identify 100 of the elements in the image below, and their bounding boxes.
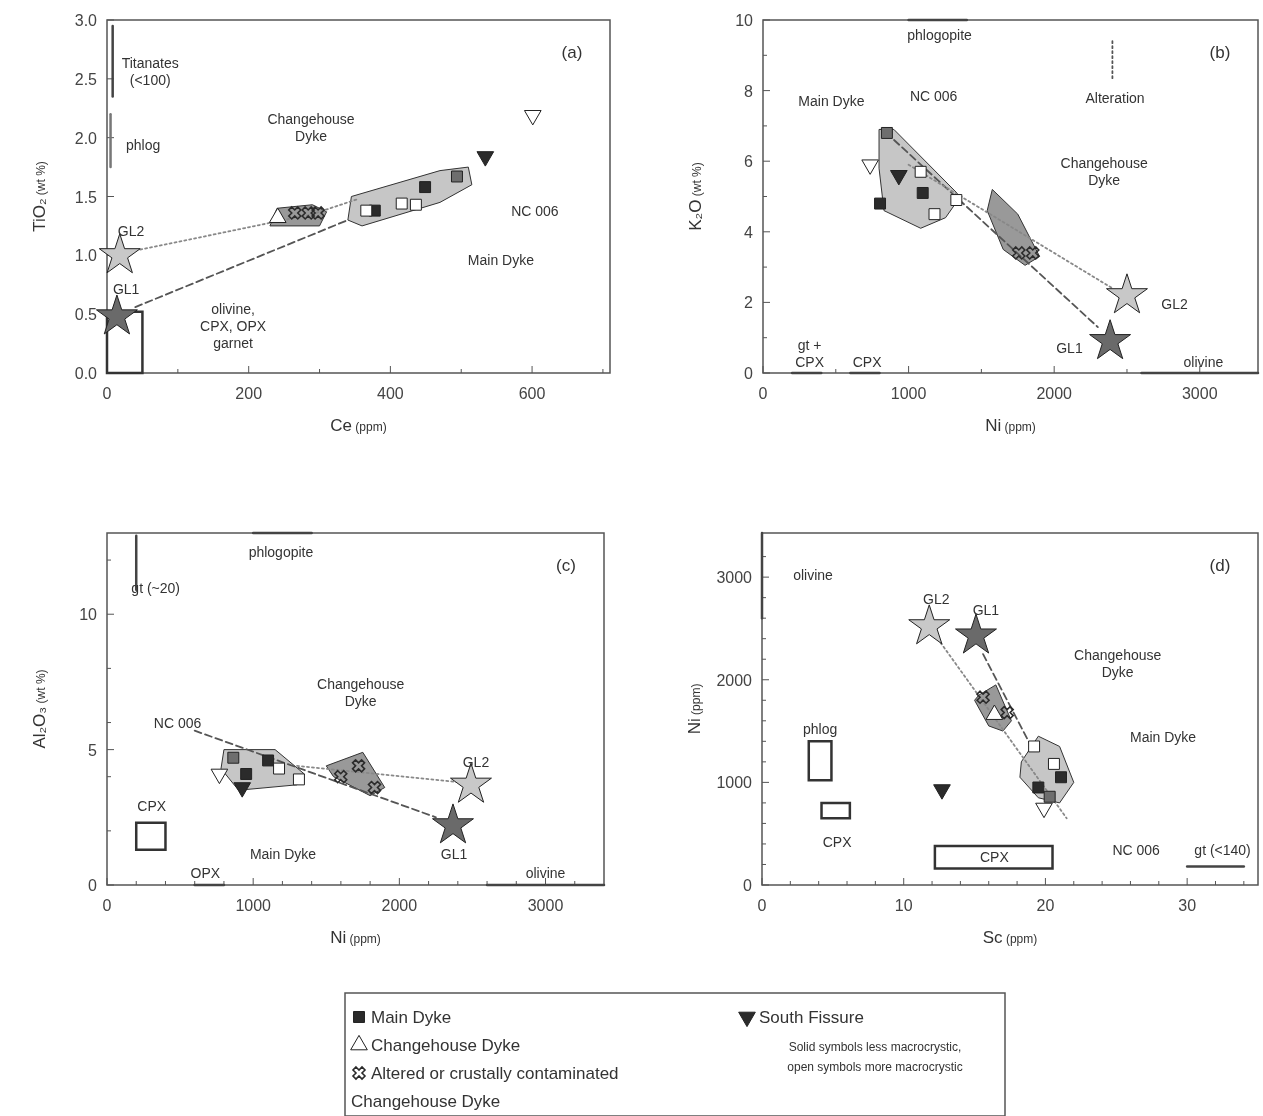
y-tick-label: 5	[88, 741, 98, 759]
point	[908, 604, 951, 645]
annotation: olivine, CPX, OPX garnet	[200, 300, 267, 351]
annotation: phlog	[126, 136, 161, 153]
x-tick-label: 30	[1178, 897, 1197, 914]
annotation: GL1	[1056, 339, 1083, 356]
y-tick-label: 3000	[716, 569, 753, 587]
x-axis-title: Ni (ppm)	[330, 928, 381, 947]
annotation: NC 006	[153, 714, 202, 731]
y-tick-label: 0	[743, 877, 753, 894]
point	[861, 159, 879, 175]
y-tick-label: 2.5	[74, 70, 98, 88]
annotation: GL1	[112, 281, 140, 298]
annotation: Titanates (<100)	[121, 55, 179, 89]
point	[880, 126, 893, 139]
text: (a)	[561, 43, 583, 62]
annotation: olivine	[525, 864, 566, 881]
point	[1043, 790, 1056, 803]
x-axis-title: Sc (ppm)	[982, 928, 1038, 947]
text: (b)	[1209, 43, 1231, 62]
legend-label: Main Dyke	[371, 1008, 452, 1027]
point	[1089, 319, 1132, 360]
point	[933, 784, 951, 800]
x-axis-title: Ni (ppm)	[985, 416, 1036, 435]
y-axis-title: Ni (ppm)	[685, 683, 704, 735]
y-tick-label: 3.0	[74, 12, 98, 29]
x-tick-label: 0	[102, 897, 112, 914]
text: (d)	[1209, 556, 1231, 575]
point	[950, 194, 963, 207]
text: (c)	[556, 556, 576, 575]
x-tick-label: 2000	[1036, 385, 1073, 402]
annotation: NC 006	[511, 202, 559, 219]
annotation: Main Dyke	[1129, 728, 1197, 745]
point	[1055, 771, 1067, 784]
point	[1000, 705, 1014, 720]
y-tick-label: 1.5	[74, 188, 98, 206]
x-tick-label: 10	[894, 897, 913, 914]
y-axis-title: Al₂O₃ (wt %)	[30, 669, 49, 749]
y-tick-label: 6	[744, 153, 754, 171]
y-tick-label: 10	[735, 12, 754, 29]
y-tick-label: 10	[79, 606, 98, 624]
y-tick-label: 2000	[716, 671, 753, 689]
point	[1025, 246, 1040, 260]
legend-label: Altered or crustally contaminated Changehouse Dyke	[351, 1064, 619, 1111]
text: open symbols more macrocrystic	[787, 1060, 963, 1074]
annotation: OPX	[190, 864, 221, 881]
annotation: gt + CPX	[795, 337, 825, 371]
annotation: CPX	[852, 354, 883, 371]
y-axis-title: TiO₂ (wt %)	[30, 161, 49, 232]
y-tick-label: 4	[744, 223, 754, 241]
annotation: phlog	[802, 721, 838, 738]
point	[1032, 781, 1045, 794]
annotation: CPX	[137, 798, 167, 815]
x-tick-label: 1000	[235, 897, 272, 914]
x-tick-label: 0	[102, 385, 112, 402]
y-tick-label: 1.0	[74, 247, 98, 265]
y-axis-title: K₂O (wt %)	[686, 162, 705, 231]
annotation: phlogopite	[907, 27, 973, 44]
x-tick-label: 400	[377, 385, 404, 402]
annotation: GL2	[1161, 296, 1189, 313]
legend-label: South Fissure	[759, 1008, 864, 1027]
x-tick-label: 3000	[527, 897, 564, 914]
annotation: CPX	[822, 833, 853, 850]
annotation: Main Dyke	[467, 252, 535, 269]
annotation: GL1	[440, 846, 468, 863]
annotation: gt (~20)	[131, 580, 180, 597]
annotation: phlogopite	[248, 543, 314, 560]
x-tick-label: 200	[235, 385, 263, 402]
point	[955, 613, 997, 654]
x-axis-title: Ce (ppm)	[330, 416, 387, 435]
point	[928, 208, 941, 221]
annotation: gt (<140)	[1194, 842, 1251, 859]
annotation: Alteration	[1085, 89, 1145, 106]
x-tick-label: 0	[757, 897, 767, 914]
y-tick-label: 0.0	[74, 365, 98, 382]
x-tick-label: 1000	[890, 385, 927, 402]
y-tick-label: 2	[744, 294, 754, 312]
annotation: GL2	[923, 590, 950, 607]
point	[1028, 740, 1041, 753]
point	[1035, 802, 1053, 819]
y-tick-label: 0.5	[74, 306, 98, 324]
x-tick-label: 2000	[381, 897, 418, 914]
annotation: olivine	[793, 566, 834, 583]
annotation: CPX	[980, 849, 1010, 866]
x-tick-label: 600	[518, 385, 546, 402]
point	[874, 197, 887, 210]
point	[1012, 246, 1026, 260]
text: Solid symbols less macrocrystic,	[788, 1040, 962, 1054]
point	[1047, 757, 1060, 770]
x-tick-label: 3000	[1181, 385, 1218, 402]
annotation: Changehouse Dyke	[267, 110, 355, 144]
y-tick-label: 0	[88, 877, 98, 894]
annotation: olivine	[1183, 354, 1224, 371]
x-tick-label: 20	[1036, 897, 1055, 914]
point	[914, 165, 927, 178]
annotation: GL1	[972, 601, 1000, 618]
annotation: Changehouse Dyke	[1060, 154, 1148, 188]
annotation: NC 006	[909, 87, 958, 104]
annotation: Main Dyke	[798, 93, 865, 110]
y-tick-label: 1000	[716, 774, 753, 792]
